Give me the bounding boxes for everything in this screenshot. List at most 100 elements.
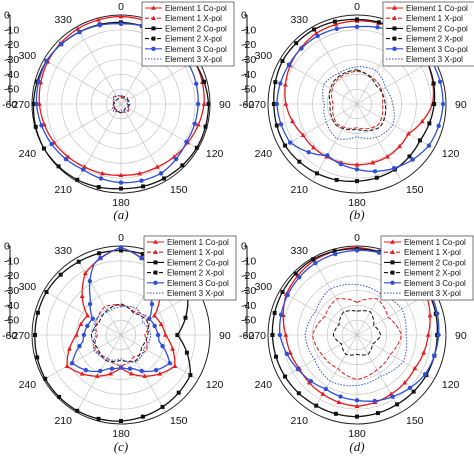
radial-tick-label: -50 xyxy=(241,315,256,327)
polar-grid-spoke xyxy=(43,334,122,380)
radial-tick-label: -10 xyxy=(241,24,256,36)
legend-label: Element 3 X-pol xyxy=(165,55,222,64)
angle-tick-label: 150 xyxy=(406,415,424,427)
data-point-marker xyxy=(390,394,395,399)
data-point-marker xyxy=(296,391,301,396)
legend-label: Element 2 Co-pol xyxy=(404,258,466,267)
data-point-marker xyxy=(98,368,103,374)
data-point-marker xyxy=(440,101,446,107)
data-point-marker xyxy=(297,159,302,164)
legend-box xyxy=(143,235,237,301)
data-point-marker xyxy=(278,122,284,127)
legend-label: Element 1 Co-pol xyxy=(406,4,468,13)
series-4 xyxy=(332,310,382,356)
polar-grid-spoke xyxy=(76,257,122,336)
radial-tick-label: -60 xyxy=(239,99,254,111)
polar-panel-2: 0-10-20-30-40-500306090120150180210240-2… xyxy=(239,1,474,222)
polar-panel-4: 0-10-20-30-40-500306090120150180210240-2… xyxy=(239,232,474,454)
polar-grid-spoke xyxy=(279,103,358,149)
data-point-marker xyxy=(36,79,41,85)
data-point-marker xyxy=(31,102,36,106)
data-point-marker xyxy=(69,360,75,366)
data-point-marker xyxy=(354,24,360,30)
legend-marker xyxy=(151,5,156,10)
data-point-marker xyxy=(297,275,302,280)
polar-grid-spoke xyxy=(120,334,199,380)
panel-caption: (d) xyxy=(349,439,364,454)
angle-tick-label: 180 xyxy=(348,428,366,440)
polar-grid-spoke xyxy=(43,290,122,336)
legend-label: Element 3 X-pol xyxy=(404,289,461,298)
angle-tick-label: 120 xyxy=(442,379,460,391)
angle-tick-label: 0 xyxy=(118,1,124,13)
data-point-marker xyxy=(284,351,289,357)
radial-tick-label: -40 xyxy=(241,300,256,312)
data-point-marker xyxy=(273,80,278,85)
legend-marker xyxy=(390,239,395,244)
data-point-marker xyxy=(436,123,441,129)
data-point-marker xyxy=(194,81,199,87)
data-point-marker xyxy=(90,316,95,321)
angle-tick-label: 90 xyxy=(219,330,231,342)
data-point-marker xyxy=(157,371,163,376)
data-point-marker xyxy=(97,22,103,28)
legend-label: Element 1 Co-pol xyxy=(165,4,227,13)
data-point-marker xyxy=(39,123,44,128)
data-point-marker xyxy=(154,164,160,169)
radial-tick-label: -30 xyxy=(241,285,256,297)
data-point-marker xyxy=(75,26,81,31)
data-point-marker xyxy=(85,323,90,329)
data-point-marker xyxy=(299,46,304,51)
data-point-marker xyxy=(355,17,359,22)
data-point-marker xyxy=(151,313,157,318)
data-point-marker xyxy=(184,139,189,145)
angle-tick-label: 120 xyxy=(442,148,460,160)
data-point-marker xyxy=(293,271,298,276)
data-point-marker xyxy=(410,157,415,162)
data-point-marker xyxy=(67,346,72,351)
data-point-marker xyxy=(75,177,80,182)
data-point-marker xyxy=(119,248,123,253)
legend-label: Element 3 Co-pol xyxy=(165,45,227,54)
data-point-marker xyxy=(118,245,124,250)
data-point-marker xyxy=(391,166,397,171)
angle-tick-label: 300 xyxy=(19,281,37,293)
data-point-marker xyxy=(376,20,381,25)
legend-marker xyxy=(392,36,397,41)
data-point-marker xyxy=(435,311,440,316)
data-point-marker xyxy=(140,414,145,419)
data-point-marker xyxy=(119,419,123,424)
data-point-marker xyxy=(85,313,91,318)
legend-label: Element 2 Co-pol xyxy=(167,258,229,267)
angle-tick-label: 330 xyxy=(54,245,72,257)
data-point-marker xyxy=(336,399,342,405)
data-point-marker xyxy=(170,346,175,351)
angle-tick-label: 150 xyxy=(406,184,424,196)
data-point-marker xyxy=(338,161,344,167)
data-point-marker xyxy=(271,102,276,106)
data-point-marker xyxy=(195,122,201,127)
angle-tick-label: 180 xyxy=(112,428,130,440)
data-point-marker xyxy=(286,62,292,67)
data-point-marker xyxy=(163,332,168,337)
data-point-marker xyxy=(374,175,379,180)
data-point-marker xyxy=(96,416,101,421)
data-point-marker xyxy=(311,144,316,150)
data-point-marker xyxy=(277,332,283,338)
legend-marker xyxy=(153,249,158,254)
angle-tick-label: 330 xyxy=(290,14,308,26)
data-point-marker xyxy=(411,389,416,394)
data-point-marker xyxy=(323,386,329,392)
legend-marker xyxy=(153,280,158,285)
data-point-marker xyxy=(315,33,320,39)
data-point-marker xyxy=(375,411,380,416)
data-point-marker xyxy=(194,145,199,150)
data-point-marker xyxy=(421,350,427,355)
series-line xyxy=(113,97,131,114)
data-point-marker xyxy=(155,332,161,338)
series-line xyxy=(311,298,403,381)
